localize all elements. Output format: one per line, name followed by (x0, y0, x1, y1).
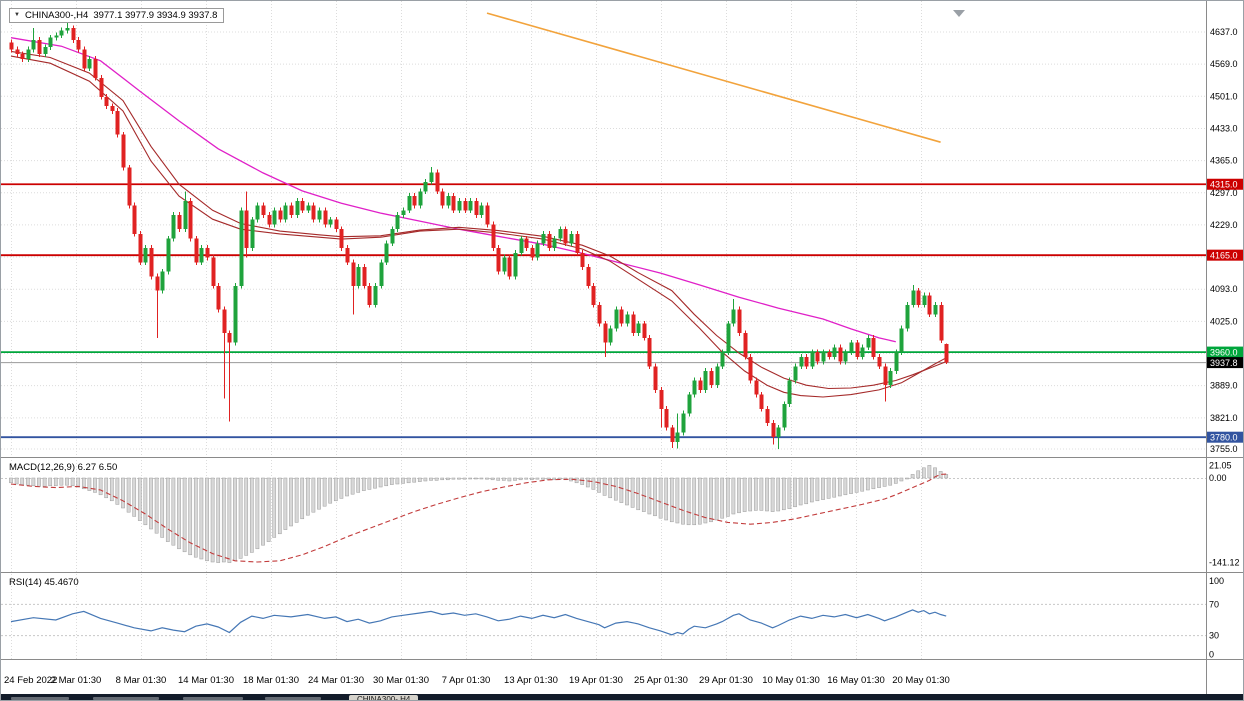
indicator-axes: 21.05 0.00 -141.12 100 70 30 0 (1209, 460, 1240, 659)
svg-text:30: 30 (1209, 631, 1219, 641)
svg-text:24 Feb 2022: 24 Feb 2022 (4, 675, 57, 686)
svg-text:4229.0: 4229.0 (1210, 220, 1238, 230)
svg-text:8 Mar 01:30: 8 Mar 01:30 (116, 675, 167, 686)
chart-tab-active[interactable]: CHINA300-,H4 (349, 695, 419, 700)
svg-text:0.00: 0.00 (1209, 473, 1227, 483)
chevron-down-icon[interactable]: ▼ (14, 12, 20, 18)
svg-text:2 Mar 01:30: 2 Mar 01:30 (51, 675, 102, 686)
svg-text:18 Mar 01:30: 18 Mar 01:30 (243, 675, 299, 686)
svg-text:4501.0: 4501.0 (1210, 91, 1238, 101)
svg-text:13 Apr 01:30: 13 Apr 01:30 (504, 675, 558, 686)
tab-fragment (11, 697, 69, 700)
svg-text:4093.0: 4093.0 (1210, 284, 1238, 294)
svg-text:3755.0: 3755.0 (1210, 444, 1238, 454)
svg-text:14 Mar 01:30: 14 Mar 01:30 (178, 675, 234, 686)
svg-text:21.05: 21.05 (1209, 460, 1232, 470)
rsi-panel (1, 603, 1206, 637)
svg-text:10 May 01:30: 10 May 01:30 (762, 675, 820, 686)
svg-text:20 May 01:30: 20 May 01:30 (892, 675, 950, 686)
horizontal-levels-layer (1, 183, 1206, 439)
svg-text:70: 70 (1209, 599, 1219, 609)
svg-text:100: 100 (1209, 576, 1224, 586)
svg-text:-141.12: -141.12 (1209, 558, 1240, 568)
chart-tab-bar: CHINA300-,H4 (1, 694, 1243, 700)
macd-indicator-label: MACD(12,26,9) 6.27 6.50 (9, 462, 118, 473)
tab-fragment (93, 697, 159, 700)
svg-text:3937.8: 3937.8 (1210, 358, 1238, 368)
shift-marker (953, 10, 965, 17)
moving-averages-layer (10, 12, 947, 398)
svg-text:3889.0: 3889.0 (1210, 381, 1238, 391)
svg-text:3960.0: 3960.0 (1210, 348, 1238, 358)
svg-text:19 Apr 01:30: 19 Apr 01:30 (569, 675, 623, 686)
quote-ohlc: 3977.1 3977.9 3934.9 3937.8 (93, 10, 218, 21)
macd-panel (1, 465, 1206, 563)
svg-text:4315.0: 4315.0 (1210, 180, 1238, 190)
rsi-indicator-label: RSI(14) 45.4670 (9, 577, 79, 588)
svg-text:4569.0: 4569.0 (1210, 59, 1238, 69)
svg-text:25 Apr 01:30: 25 Apr 01:30 (634, 675, 688, 686)
tab-fragment (183, 697, 243, 700)
svg-text:16 May 01:30: 16 May 01:30 (827, 675, 885, 686)
candlesticks-layer (9, 20, 949, 450)
svg-text:4165.0: 4165.0 (1210, 251, 1238, 261)
svg-text:4433.0: 4433.0 (1210, 123, 1238, 133)
svg-text:3780.0: 3780.0 (1210, 433, 1238, 443)
svg-text:7 Apr 01:30: 7 Apr 01:30 (442, 675, 491, 686)
chart-quote-box: ▼ CHINA300-,H4 3977.1 3977.9 3934.9 3937… (9, 8, 225, 23)
svg-text:4025.0: 4025.0 (1210, 316, 1238, 326)
svg-text:30 Mar 01:30: 30 Mar 01:30 (373, 675, 429, 686)
price-axis: 4637.0 4569.0 4501.0 4433.0 4365.0 4297.0 4229… (1207, 27, 1243, 454)
svg-text:4637.0: 4637.0 (1210, 27, 1238, 37)
tab-fragment (265, 697, 321, 700)
svg-text:0: 0 (1209, 650, 1214, 660)
symbol-period-label: CHINA300-,H4 (24, 10, 89, 21)
chart-shift-marker-icon (953, 10, 965, 17)
svg-text:4365.0: 4365.0 (1210, 156, 1238, 166)
svg-text:3821.0: 3821.0 (1210, 413, 1238, 423)
svg-text:4297.0: 4297.0 (1210, 188, 1238, 198)
svg-text:29 Apr 01:30: 29 Apr 01:30 (699, 675, 753, 686)
svg-text:24 Mar 01:30: 24 Mar 01:30 (308, 675, 364, 686)
